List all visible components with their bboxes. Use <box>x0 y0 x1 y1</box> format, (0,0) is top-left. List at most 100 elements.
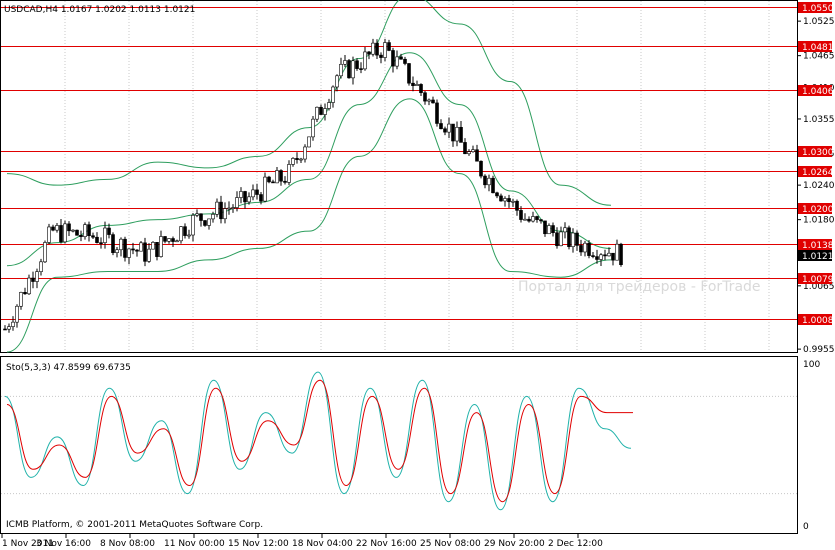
candle-body <box>343 60 347 65</box>
candle-body <box>379 54 383 58</box>
level-tag <box>798 314 832 325</box>
candle-body <box>95 236 99 243</box>
stochastic-lines <box>4 371 633 511</box>
level-tag <box>798 239 832 250</box>
candle-body <box>351 60 355 79</box>
candle-body <box>83 224 87 237</box>
candle-body <box>211 214 215 220</box>
candle-body <box>579 245 583 253</box>
candle-body <box>503 198 507 202</box>
candle-body <box>3 328 7 331</box>
level-tag <box>798 203 832 214</box>
candle-body <box>31 277 35 282</box>
candle-body <box>119 238 123 251</box>
candle-body <box>619 243 623 265</box>
time-label: 11 Nov 00:00 <box>164 539 225 549</box>
horizontal-levels <box>1 7 797 320</box>
candle-body <box>183 226 187 236</box>
candle-body <box>191 214 195 236</box>
candle-body <box>163 236 167 242</box>
candle-body <box>299 158 303 161</box>
candle-body <box>355 60 359 69</box>
price-tick-label: 1.0525 <box>803 17 835 27</box>
candle-body <box>319 106 323 115</box>
current-price-label: 1.0121 <box>802 252 834 262</box>
time-label: 15 Nov 12:00 <box>228 539 289 549</box>
candle-body <box>383 42 387 58</box>
stochastic-panel <box>0 356 798 534</box>
candle-body <box>215 201 219 215</box>
candle-body <box>563 227 567 233</box>
level-tag-label: 1.0481 <box>802 43 834 53</box>
bollinger-upper <box>6 0 612 206</box>
candle-body <box>407 63 411 84</box>
candle-body <box>471 149 475 153</box>
price-axis: 1.05251.04651.04101.03551.02951.02401.01… <box>797 17 835 355</box>
candle-body <box>15 305 19 323</box>
candle-body <box>283 180 287 183</box>
candle-body <box>271 181 275 184</box>
candle-body <box>327 102 331 109</box>
candle-body <box>239 191 243 198</box>
candle-body <box>527 218 531 222</box>
level-tags: 1.05501.04811.04061.03001.02641.02001.01… <box>798 2 834 326</box>
candle-body <box>539 219 543 222</box>
candle-body <box>547 225 551 235</box>
candle-body <box>91 235 95 238</box>
candle-body <box>523 218 527 221</box>
candle-body <box>443 128 447 133</box>
price-tick-label: 1.0465 <box>803 52 835 62</box>
level-tag-label: 1.0406 <box>802 87 834 97</box>
candle-body <box>27 277 31 295</box>
price-panel <box>0 0 798 353</box>
level-tag <box>798 146 832 157</box>
price-tick-label: 1.0180 <box>803 216 835 226</box>
candle-body <box>487 177 491 186</box>
level-tag <box>798 2 832 13</box>
candle-body <box>339 63 343 77</box>
candle-body <box>199 213 203 221</box>
candle-body <box>607 252 611 257</box>
stochastic-label: Sto(5,3,3) 47.8599 69.6735 <box>6 363 131 373</box>
candle-body <box>23 292 27 295</box>
level-tag <box>798 166 832 177</box>
candle-body <box>219 201 223 220</box>
candle-body <box>559 231 563 247</box>
candle-body <box>583 242 587 253</box>
candle-body <box>247 196 251 203</box>
candle-body <box>151 242 155 250</box>
watermark: Портал для трейдеров - ForTrade <box>518 279 761 295</box>
time-label: 3 Nov 16:00 <box>36 539 91 549</box>
bollinger-middle <box>6 52 612 267</box>
candle-body <box>231 207 235 209</box>
candle-body <box>591 255 595 257</box>
candle-body <box>307 136 311 148</box>
candle-body <box>87 224 91 237</box>
level-tag <box>798 85 832 96</box>
candle-body <box>263 176 267 202</box>
candle-body <box>39 261 43 272</box>
bollinger-bands <box>6 0 612 353</box>
time-label: 22 Nov 16:00 <box>356 539 417 549</box>
level-tag-label: 1.0079 <box>802 275 834 285</box>
time-label: 2 Dec 12:00 <box>548 539 603 549</box>
candle-body <box>155 242 159 257</box>
candle-body <box>7 326 11 330</box>
time-label: 25 Nov 08:00 <box>420 539 481 549</box>
candle-body <box>139 242 143 252</box>
candle-body <box>123 238 127 258</box>
time-label: 8 Nov 08:00 <box>100 539 155 549</box>
price-tick-label: 1.0355 <box>803 115 835 125</box>
candle-body <box>59 225 63 243</box>
candle-body <box>99 242 103 244</box>
candle-body <box>279 170 283 182</box>
candle-body <box>403 58 407 64</box>
candle-body <box>67 223 71 232</box>
candle-body <box>159 236 163 257</box>
candle-body <box>423 92 427 102</box>
candle-body <box>399 56 403 60</box>
candle-body <box>75 229 79 236</box>
candle-body <box>43 242 47 263</box>
candle-body <box>395 56 399 67</box>
